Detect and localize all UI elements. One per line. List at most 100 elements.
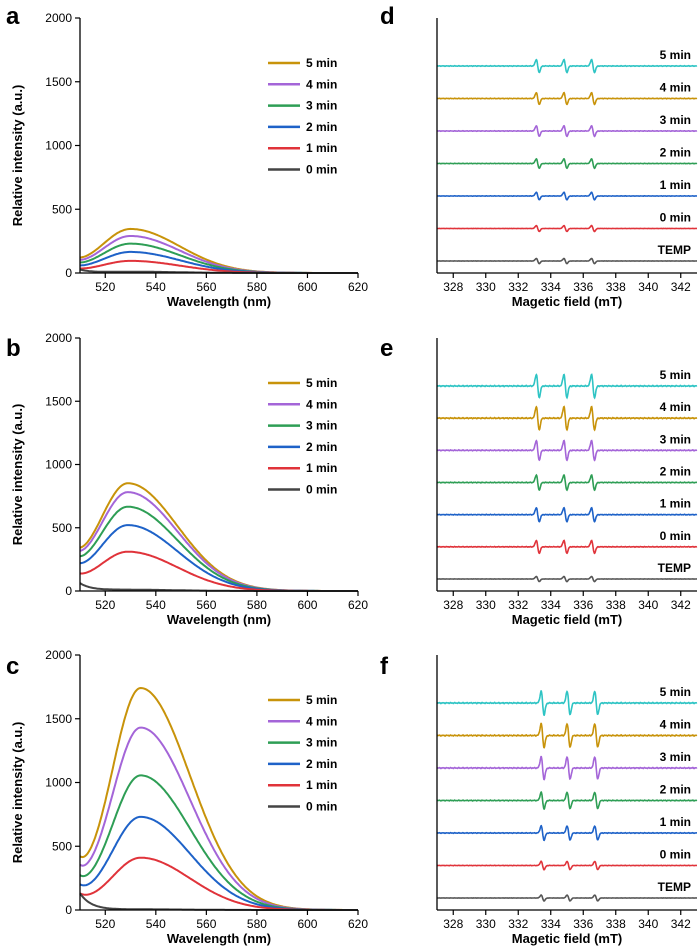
panel-b: b 520 540 560 580 600 620 0 500 1000 1500 2000 Wavel…	[6, 331, 368, 627]
x-tick-label: 342	[671, 917, 691, 931]
x-tick-label: 540	[146, 280, 166, 294]
series-line-3-min	[79, 774, 358, 911]
legend-label: 0 min	[306, 800, 337, 814]
legend-label: 0 min	[306, 483, 337, 497]
legend-label: 1 min	[306, 461, 337, 475]
x-tick-label: 600	[297, 598, 317, 612]
y-tick-label: 1500	[45, 75, 72, 89]
series-line-4-min	[436, 722, 698, 749]
series-line-2-min	[436, 473, 698, 492]
series-label: TEMP	[658, 561, 691, 575]
x-tick-label: 330	[476, 280, 496, 294]
x-tick-label: 520	[95, 598, 115, 612]
x-tick-label: 328	[443, 280, 463, 294]
x-tick-label: 620	[348, 917, 368, 931]
legend-label: 3 min	[306, 99, 337, 113]
y-tick-label: 1000	[45, 139, 72, 153]
x-tick-label: 328	[443, 917, 463, 931]
series-line-1-min	[436, 191, 697, 201]
x-tick-label: 340	[638, 917, 658, 931]
panel-letter: e	[380, 335, 393, 362]
series-label: 4 min	[660, 81, 691, 95]
series-line-4-min	[436, 405, 698, 432]
legend-label: 5 min	[306, 56, 337, 70]
x-tick-label: 338	[606, 598, 626, 612]
x-tick-label: 336	[573, 598, 593, 612]
series-label: 3 min	[660, 432, 691, 446]
y-tick-label: 1000	[45, 776, 72, 790]
x-tick-label: 520	[95, 917, 115, 931]
x-tick-label: 620	[348, 598, 368, 612]
panel-d: d 5 min 4 min 3 min 2 min 1 min 0 min TEMP 328 33…	[380, 3, 698, 309]
series-line-2-min	[80, 524, 358, 592]
x-axis-label: Wavelength (nm)	[167, 931, 271, 946]
x-tick-label: 330	[476, 598, 496, 612]
x-tick-label: 520	[95, 280, 115, 294]
x-axis-label: Magetic field (mT)	[512, 612, 623, 627]
x-tick-label: 336	[573, 917, 593, 931]
panel-letter: b	[6, 335, 21, 362]
x-axis-label: Magetic field (mT)	[512, 931, 623, 946]
series-label: TEMP	[658, 880, 691, 894]
series-label: 4 min	[660, 400, 691, 414]
series-line-2-min	[436, 791, 698, 810]
series-label: 4 min	[660, 718, 691, 732]
legend-label: 2 min	[306, 757, 337, 771]
series-label: TEMP	[658, 243, 691, 257]
x-tick-label: 334	[541, 598, 561, 612]
panel-letter: c	[6, 653, 19, 680]
series-line-TEMP	[436, 257, 697, 265]
x-axis-label: Magetic field (mT)	[512, 294, 623, 309]
y-axis-label: Relative intensity (a.u.)	[10, 722, 25, 864]
y-tick-label: 2000	[45, 648, 72, 662]
legend-label: 4 min	[306, 77, 337, 91]
x-tick-label: 328	[443, 598, 463, 612]
y-axis-label: Relative intensity (a.u.)	[10, 85, 25, 227]
series-label: 3 min	[660, 113, 691, 127]
x-tick-label: 332	[508, 917, 528, 931]
legend-label: 4 min	[306, 397, 337, 411]
series-label: 1 min	[660, 178, 691, 192]
series-line-TEMP	[436, 575, 697, 583]
x-tick-label: 332	[508, 280, 528, 294]
y-tick-label: 1500	[45, 394, 72, 408]
x-tick-label: 338	[606, 917, 626, 931]
x-axis-label: Wavelength (nm)	[167, 294, 271, 309]
x-tick-label: 340	[638, 598, 658, 612]
y-axis-label: Relative intensity (a.u.)	[10, 404, 25, 546]
y-tick-label: 2000	[45, 331, 72, 345]
series-label: 1 min	[660, 497, 691, 511]
legend-label: 1 min	[306, 141, 337, 155]
y-tick-label: 1000	[45, 458, 72, 472]
panel-e: e 5 min 4 min 3 min 2 min 1 min 0 min TEMP 328 33…	[380, 335, 698, 627]
legend-label: 5 min	[306, 693, 337, 707]
x-axis-label: Wavelength (nm)	[167, 612, 271, 627]
series-line-1-min	[436, 824, 698, 842]
series-label: 5 min	[660, 685, 691, 699]
series-line-3-min	[436, 755, 698, 781]
legend-label: 5 min	[306, 376, 337, 390]
y-tick-label: 2000	[45, 11, 72, 25]
series-label: 5 min	[660, 368, 691, 382]
y-tick-label: 0	[65, 266, 72, 280]
x-tick-label: 340	[638, 280, 658, 294]
y-tick-label: 500	[52, 521, 72, 535]
legend-label: 3 min	[306, 419, 337, 433]
series-line-3-min	[436, 439, 698, 462]
y-tick-label: 0	[65, 903, 72, 917]
x-tick-label: 540	[146, 917, 166, 931]
y-tick-label: 500	[52, 202, 72, 216]
panel-letter: f	[380, 653, 389, 680]
x-tick-label: 330	[476, 917, 496, 931]
series-line-2-min	[436, 157, 698, 170]
legend-label: 2 min	[306, 120, 337, 134]
series-line-1-min	[436, 506, 698, 523]
x-tick-label: 334	[541, 280, 561, 294]
series-line-0-min	[436, 539, 698, 555]
series-label: 1 min	[660, 815, 691, 829]
series-label: 0 min	[660, 211, 691, 225]
x-tick-label: 600	[297, 917, 317, 931]
series-line-5-min	[436, 373, 698, 400]
x-tick-label: 342	[671, 598, 691, 612]
